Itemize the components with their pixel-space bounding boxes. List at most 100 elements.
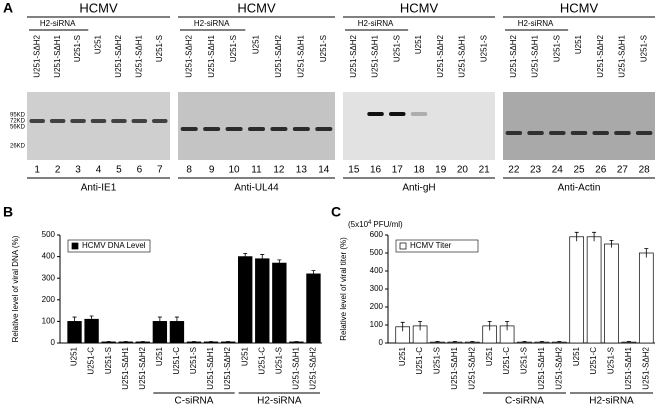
band [70, 119, 86, 123]
lane-label: U251-S [639, 35, 648, 62]
legend-label: HCMV DNA Level [82, 241, 146, 250]
error-bar [277, 259, 282, 267]
lane-label: U251-S [319, 35, 328, 62]
band [527, 131, 544, 135]
legend-swatch [399, 242, 407, 250]
lane-label: U251-SΔH2 [184, 34, 193, 77]
lane-number: 1 [34, 165, 40, 176]
lane-label: U251-SΔH1 [531, 34, 540, 77]
lane-number: 25 [573, 165, 585, 176]
error-bar [452, 341, 457, 343]
y-tick-label: 200 [42, 295, 56, 304]
band [29, 119, 45, 123]
panel-label: A [3, 0, 13, 16]
lane-number: 13 [296, 165, 308, 176]
x-tick-label: U251-S [104, 347, 113, 374]
y-tick-label: 500 [42, 230, 56, 239]
lane-number: 7 [157, 165, 163, 176]
band [292, 127, 310, 131]
x-tick-label: U251-SΔH1 [121, 346, 130, 389]
lane-number: 27 [617, 165, 629, 176]
lane-label: U251-S [479, 35, 488, 62]
error-bar [226, 341, 231, 343]
x-tick-label: U251-C [502, 347, 511, 375]
error-bar [89, 315, 94, 323]
x-tick-label: U251-S [189, 347, 198, 374]
legend-box [67, 239, 151, 253]
lane-number: 5 [116, 165, 122, 176]
x-tick-label: U251-SΔH2 [223, 346, 232, 389]
x-tick-label: U251-SΔH1 [206, 346, 215, 389]
antibody-label: Anti-UL44 [234, 183, 279, 194]
x-tick-label: U251 [70, 346, 79, 366]
error-bar [592, 231, 597, 242]
blot-header: HCMV [400, 0, 439, 15]
x-tick-label: U251-S [274, 347, 283, 374]
band [90, 119, 107, 123]
lane-number: 22 [508, 165, 520, 176]
x-tick-label: U251-C [589, 347, 598, 375]
x-tick-label: U251-SΔH1 [537, 346, 546, 389]
lane-number: 26 [595, 165, 607, 176]
group-label: C-siRNA [175, 396, 214, 407]
bar [255, 258, 270, 344]
y-axis-label: Relative level of viral titer (%) [339, 237, 348, 341]
blot-image [178, 92, 335, 160]
error-bar [400, 321, 405, 332]
error-bar [260, 254, 265, 264]
group-label: H2-siRNA [589, 396, 634, 407]
lane-label: U251-S [73, 35, 82, 62]
lane-label: U251-SΔH1 [458, 34, 467, 77]
group-label: H2-siRNA [257, 396, 302, 407]
band [592, 131, 609, 135]
lane-label: U251-SΔH2 [596, 34, 605, 77]
y-tick-label: 300 [370, 284, 384, 293]
y-tick-label: 200 [370, 302, 384, 311]
lane-number: 14 [318, 165, 330, 176]
lane-label: U251-SΔH1 [207, 34, 216, 77]
blot-header: HCMV [560, 0, 599, 15]
band [180, 127, 198, 131]
lane-number: 24 [552, 165, 564, 176]
x-tick-label: U251-C [257, 347, 266, 375]
y-tick-label: 0 [379, 338, 384, 347]
lane-number: 3 [75, 165, 81, 176]
lane-label: U251 [414, 34, 423, 54]
band [131, 119, 148, 123]
error-bar [106, 341, 111, 343]
y-tick-label: 500 [370, 248, 384, 257]
band [570, 131, 588, 135]
bar [238, 256, 253, 344]
unit-note: (5x104 PFU/ml) [348, 220, 403, 230]
lane-number: 4 [96, 165, 102, 176]
lane-number: 8 [186, 165, 192, 176]
lane-label: U251-S [552, 35, 561, 62]
antibody-label: Anti-gH [402, 183, 435, 194]
error-bar [505, 321, 510, 331]
lane-number: 12 [273, 165, 285, 176]
error-bar [243, 252, 248, 260]
marker-label: 72KD [10, 119, 26, 125]
antibody-label: Anti-IE1 [81, 183, 117, 194]
y-tick-label: 400 [42, 252, 56, 261]
error-bar [574, 231, 579, 242]
lane-number: 17 [392, 165, 404, 176]
error-bar [487, 321, 492, 331]
error-bar [123, 341, 128, 343]
blot-header: HCMV [79, 0, 118, 15]
blot-image [343, 92, 495, 160]
lane-number: 18 [413, 165, 425, 176]
band [549, 131, 566, 135]
unit-prefix: (5x10 [348, 220, 369, 229]
lane-label: U251 [252, 34, 261, 54]
blot-image [503, 92, 655, 160]
x-tick-label: U251-SΔH1 [450, 346, 459, 389]
x-tick-label: U251-S [520, 347, 529, 374]
band [389, 112, 406, 116]
lane-number: 19 [435, 165, 447, 176]
band [367, 112, 384, 116]
x-tick-label: U251-SΔH2 [641, 346, 650, 389]
bar [586, 236, 602, 344]
lane-number: 11 [251, 165, 262, 176]
x-tick-label: U251-C [415, 347, 424, 375]
